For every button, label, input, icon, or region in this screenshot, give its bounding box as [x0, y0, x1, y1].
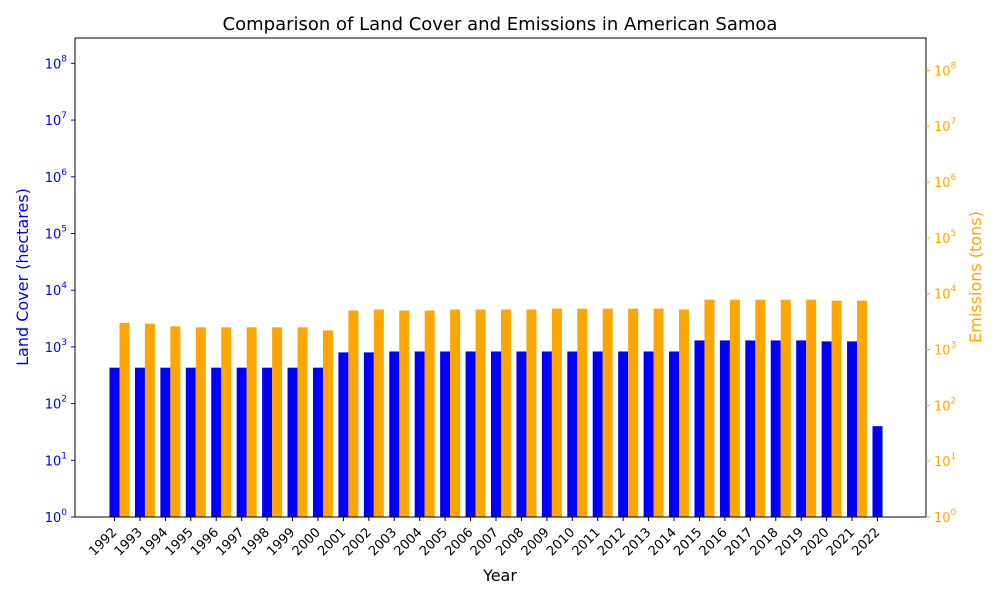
bar-land-cover-2008 — [516, 351, 527, 517]
bar-emissions-2003 — [399, 310, 410, 517]
bar-land-cover-2015 — [694, 340, 705, 517]
bar-emissions-2015 — [704, 299, 715, 517]
bar-emissions-2016 — [729, 299, 740, 517]
left-tick-label: 107 — [45, 111, 67, 129]
bar-land-cover-2022 — [872, 426, 883, 517]
bar-land-cover-2012 — [618, 351, 629, 517]
bar-emissions-1999 — [297, 327, 308, 517]
bars-layer — [109, 299, 883, 517]
bar-land-cover-2017 — [745, 340, 756, 517]
right-tick-label: 100 — [934, 508, 957, 526]
bar-land-cover-1993 — [134, 367, 145, 517]
right-tick-label: 103 — [934, 341, 956, 359]
left-tick-label: 100 — [45, 508, 68, 526]
bar-land-cover-1997 — [236, 367, 247, 517]
bar-emissions-2005 — [450, 309, 461, 517]
bar-land-cover-2019 — [796, 340, 807, 517]
left-tick-label: 102 — [45, 395, 67, 413]
bar-emissions-2020 — [831, 300, 842, 517]
left-axis: 100 101 102 103 104 105 106 107 108 — [45, 54, 75, 526]
y-axis-left-label: Land Cover (hectares) — [13, 188, 32, 366]
x-axis-label: Year — [482, 566, 517, 585]
bar-land-cover-2014 — [669, 351, 680, 517]
bar-land-cover-2013 — [643, 351, 654, 517]
right-tick-label: 108 — [934, 61, 957, 79]
bar-emissions-1993 — [144, 323, 155, 517]
bar-land-cover-2000 — [312, 367, 323, 517]
bar-emissions-2006 — [475, 309, 486, 517]
bar-emissions-2008 — [526, 309, 537, 517]
bar-emissions-1996 — [221, 327, 232, 517]
bar-land-cover-1992 — [109, 367, 120, 517]
bar-land-cover-2002 — [363, 352, 374, 517]
bar-land-cover-2009 — [541, 351, 552, 517]
bar-emissions-1995 — [195, 327, 206, 517]
right-tick-label: 106 — [934, 173, 957, 191]
left-tick-label: 101 — [45, 451, 67, 469]
right-tick-label: 107 — [934, 117, 956, 135]
bar-emissions-2019 — [806, 299, 817, 517]
right-tick-label: 101 — [934, 452, 956, 470]
bar-emissions-2013 — [653, 308, 664, 517]
bar-emissions-2011 — [602, 308, 613, 517]
bar-emissions-2018 — [780, 299, 791, 517]
bar-land-cover-1999 — [287, 367, 298, 517]
bar-land-cover-2005 — [440, 351, 451, 517]
left-tick-label: 108 — [45, 54, 68, 72]
left-tick-label: 105 — [45, 224, 67, 242]
right-axis: 100 101 102 103 104 105 106 107 108 — [926, 61, 957, 526]
bar-land-cover-2020 — [821, 341, 832, 517]
bar-land-cover-2018 — [770, 340, 781, 517]
plot-frame — [74, 37, 927, 518]
right-tick-label: 105 — [934, 229, 956, 247]
bar-land-cover-1994 — [160, 367, 171, 517]
bar-land-cover-2004 — [414, 351, 425, 517]
bar-emissions-2012 — [628, 308, 639, 517]
bar-land-cover-1998 — [262, 367, 273, 517]
bar-land-cover-2003 — [389, 351, 400, 517]
bar-emissions-2002 — [373, 309, 384, 517]
left-tick-label: 106 — [45, 168, 68, 186]
bar-emissions-2021 — [857, 300, 868, 517]
right-tick-label: 102 — [934, 396, 956, 414]
bar-emissions-2000 — [322, 330, 333, 517]
bar-emissions-2007 — [501, 309, 511, 517]
bar-emissions-2010 — [577, 308, 588, 517]
chart-title: Comparison of Land Cover and Emissions i… — [223, 14, 778, 35]
bar-emissions-2009 — [551, 308, 562, 517]
bar-land-cover-2001 — [338, 352, 349, 517]
bar-land-cover-2021 — [847, 341, 858, 517]
bar-emissions-2001 — [348, 310, 359, 517]
bar-emissions-2014 — [679, 309, 690, 517]
bar-emissions-2004 — [424, 310, 435, 517]
y-axis-right-label: Emissions (tons) — [966, 211, 985, 343]
bar-emissions-1992 — [119, 322, 130, 517]
bar-land-cover-1995 — [185, 367, 196, 517]
bar-land-cover-2011 — [592, 351, 603, 517]
bar-land-cover-2006 — [465, 351, 476, 517]
bar-emissions-1997 — [246, 327, 257, 517]
bar-land-cover-1996 — [211, 367, 222, 517]
right-tick-label: 104 — [934, 285, 957, 303]
bar-land-cover-2007 — [491, 351, 501, 517]
bar-emissions-1998 — [272, 327, 283, 517]
left-tick-label: 104 — [45, 281, 68, 299]
bar-emissions-1994 — [170, 326, 181, 517]
bar-land-cover-2010 — [567, 351, 578, 517]
left-tick-label: 103 — [45, 338, 67, 356]
bar-land-cover-2016 — [719, 340, 730, 517]
bar-emissions-2017 — [755, 299, 766, 517]
